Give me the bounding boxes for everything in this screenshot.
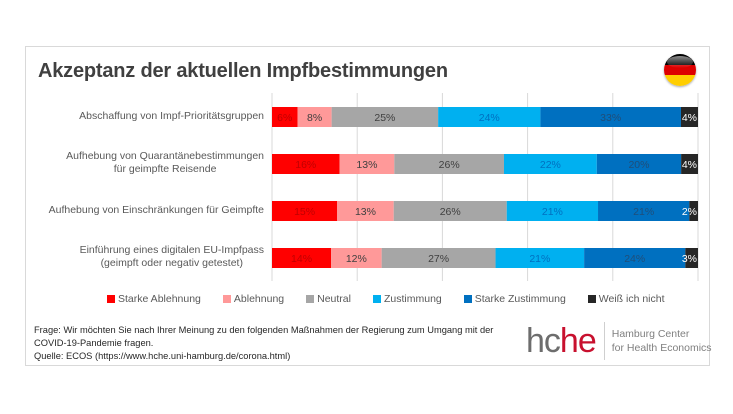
data-label: 22% [540,159,561,171]
data-labels: 6% 8% 25% 24% 33% 4% 16% 13% 26% 22% 20% 4% 15% 13% 26… [277,112,697,265]
data-label: 15% [294,206,315,218]
data-label: 4% [682,112,697,124]
data-label: 26% [439,159,460,171]
data-label: 13% [355,206,376,218]
legend-swatch [306,295,315,303]
footnote-question-line2: COVID-19-Pandemie fragen. [34,338,154,348]
legend-swatch [587,295,596,303]
category-label: Abschaffung von Impf-Prioritätsgruppen [79,110,264,123]
category-label: Aufhebung von Einschränkungen für Geimpf… [49,204,264,217]
bar-segment [495,248,585,268]
bar-segment [331,107,439,127]
data-label: 24% [479,112,500,124]
category-label: Aufhebung von Quarantänebestimmungen für … [66,150,264,176]
legend-item: Neutral [306,293,351,305]
category-label-line: Aufhebung von Einschränkungen für Geimpf… [48,203,264,216]
data-label: 13% [356,159,377,171]
bar-segment [506,201,599,221]
bar-segment [503,154,597,174]
chart-title: Akzeptanz der aktuellen Impfbestimmungen [38,60,448,82]
data-label: 24% [624,253,645,265]
bar-segment [272,201,338,221]
data-label: 26% [440,206,461,218]
data-label: 27% [428,253,449,265]
data-label: 6% [277,112,292,124]
legend-label: Zustimmung [383,293,442,305]
footnote-question-line1: Frage: Wir möchten Sie nach Ihrer Meinun… [34,325,494,335]
legend-swatch [463,295,472,303]
legend-label: Weiß ich nicht [598,293,665,305]
data-label: 3% [682,253,697,265]
data-label: 16% [295,159,316,171]
legend-label: Neutral [317,293,351,305]
bar-segment [381,248,496,268]
logo-divider [603,322,605,360]
data-label: 21% [542,206,563,218]
bar-segment [272,248,332,268]
data-label: 33% [600,112,621,124]
bar-segment [680,107,698,127]
bar-segment [598,201,690,221]
data-label: 21% [529,253,550,265]
legend-item: Starke Ablehnung [107,293,201,305]
logo-text: Hamburg Center for Health Economics [612,327,712,355]
legend-label: Starke Zustimmung [474,293,566,305]
data-label: 21% [633,206,654,218]
bar-segment [596,154,682,174]
legend-item: Weiß ich nicht [587,293,665,305]
flag-stripe-red [664,64,696,76]
bar-segment [272,154,340,174]
data-label: 25% [374,112,395,124]
hche-logo: hche Hamburg Center for Health Economics [526,322,712,360]
bar-segment [681,154,698,174]
bar-segment [331,248,382,268]
data-label: 14% [291,253,312,265]
data-label: 20% [628,159,649,171]
legend: Starke Ablehnung Ablehnung Neutral Zustimmu… [107,293,687,305]
bar-segment [438,107,541,127]
logo-text-line1: Hamburg Center [611,328,690,340]
logo-mark-hc: hc [526,322,561,360]
category-label-line: Aufhebung von Quarantänebestimmungen [66,150,264,162]
legend-swatch [107,295,115,303]
bar-segment [297,107,332,127]
legend-swatch [372,295,381,303]
legend-item: Ablehnung [222,293,285,305]
legend-item: Starke Zustimmung [463,293,566,305]
bar-segment [689,201,698,221]
category-label-line: Einführung eines digitalen EU-Impfpass [79,244,264,256]
logo-mark: hche [526,322,597,360]
category-label-line: (geimpft oder negativ getestet) [100,257,243,269]
bar-segment [540,107,681,127]
bar-segment [337,201,394,221]
bar-segment [394,154,504,174]
logo-text-line2: for Health Economics [611,342,712,354]
category-label-line: Abschaffung von Impf-Prioritätsgruppen [79,109,264,122]
legend-item: Zustimmung [372,293,442,305]
legend-label: Starke Ablehnung [118,293,201,305]
data-label: 8% [307,112,322,124]
bar-segment [272,107,298,127]
footnote: Frage: Wir möchten Sie nach Ihrer Meinun… [34,324,493,363]
bars [272,107,698,268]
data-label: 12% [346,253,367,265]
bar-segment [584,248,686,268]
category-label: Einführung eines digitalen EU-Impfpass (g… [80,244,264,270]
footnote-source: Quelle: ECOS (https://www.hche.uni-hambu… [34,351,291,361]
bar-segment [339,154,395,174]
category-label-line: für geimpfte Reisende [113,163,217,175]
legend-label: Ablehnung [233,293,285,305]
flag-stripe-gold [664,75,696,86]
logo-mark-he: he [559,322,597,360]
legend-swatch [222,295,231,303]
data-label: 4% [682,159,697,171]
bar-segment [685,248,698,268]
data-label: 2% [682,206,697,218]
germany-flag-icon [664,54,696,86]
flag-gloss [667,56,693,68]
bar-segment [393,201,507,221]
